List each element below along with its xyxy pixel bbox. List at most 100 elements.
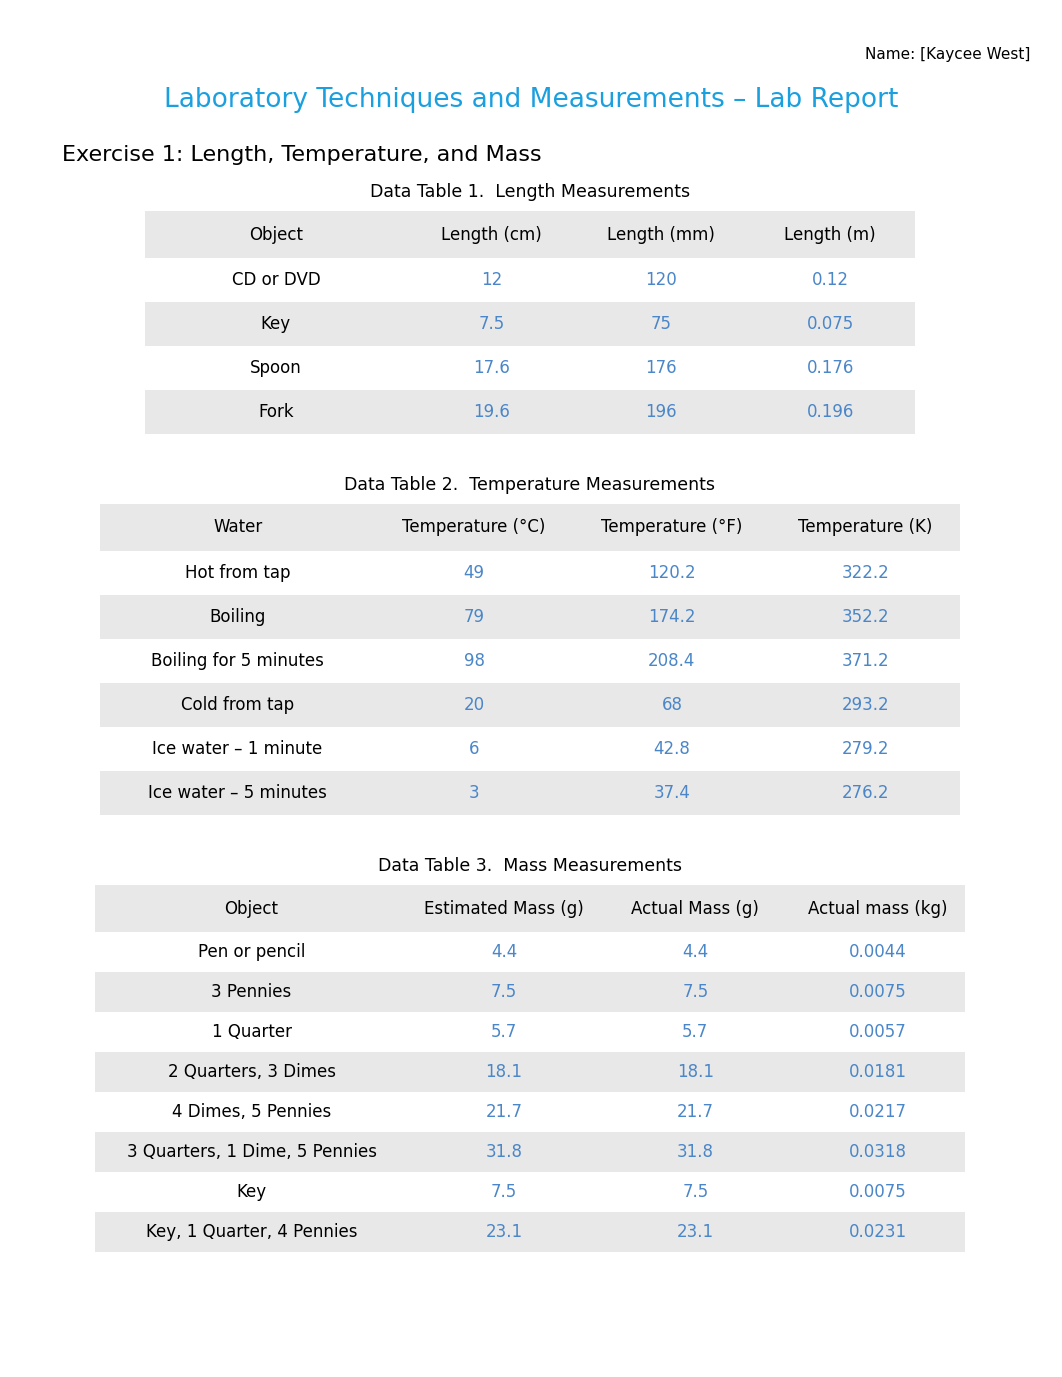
Bar [145, 346, 915, 390]
Bar [95, 972, 965, 1012]
Text: 18.1: 18.1 [485, 1063, 523, 1081]
Text: Water: Water [213, 519, 262, 537]
Text: 0.12: 0.12 [811, 271, 849, 289]
Text: Object: Object [249, 226, 303, 244]
Text: 3 Pennies: 3 Pennies [211, 983, 292, 1001]
Bar [95, 932, 965, 972]
Text: Temperature (°C): Temperature (°C) [402, 519, 546, 537]
Text: 7.5: 7.5 [478, 315, 504, 333]
Bar [95, 1172, 965, 1212]
Bar [145, 302, 915, 346]
Text: Spoon: Spoon [250, 359, 302, 377]
Text: 0.0318: 0.0318 [849, 1143, 907, 1161]
Bar [95, 1092, 965, 1132]
Bar [100, 504, 960, 551]
Text: 120: 120 [645, 271, 676, 289]
Text: Actual Mass (g): Actual Mass (g) [632, 899, 759, 917]
Text: Actual mass (kg): Actual mass (kg) [808, 899, 947, 917]
Text: Data Table 2.  Temperature Measurements: Data Table 2. Temperature Measurements [344, 476, 716, 494]
Text: 0.0075: 0.0075 [850, 983, 907, 1001]
Text: 7.5: 7.5 [682, 983, 708, 1001]
Bar [95, 1132, 965, 1172]
Text: 31.8: 31.8 [676, 1143, 714, 1161]
Text: 18.1: 18.1 [676, 1063, 714, 1081]
Text: 276.2: 276.2 [842, 784, 889, 801]
Text: 0.176: 0.176 [807, 359, 854, 377]
Text: 68: 68 [662, 695, 683, 715]
Bar [100, 595, 960, 639]
Text: Data Table 1.  Length Measurements: Data Table 1. Length Measurements [370, 183, 690, 201]
Text: 4 Dimes, 5 Pennies: 4 Dimes, 5 Pennies [172, 1103, 331, 1121]
Text: 49: 49 [464, 565, 484, 582]
Bar [95, 885, 965, 932]
Text: 37.4: 37.4 [653, 784, 690, 801]
Text: 7.5: 7.5 [491, 983, 517, 1001]
Text: 371.2: 371.2 [841, 651, 889, 671]
Text: 0.0057: 0.0057 [850, 1023, 907, 1041]
Text: Key: Key [237, 1183, 267, 1201]
Text: 208.4: 208.4 [648, 651, 696, 671]
Text: 176: 176 [645, 359, 676, 377]
Text: Length (m): Length (m) [785, 226, 876, 244]
Text: 3 Quarters, 1 Dime, 5 Pennies: 3 Quarters, 1 Dime, 5 Pennies [126, 1143, 377, 1161]
Bar [95, 1012, 965, 1052]
Text: Laboratory Techniques and Measurements – Lab Report: Laboratory Techniques and Measurements –… [164, 87, 898, 113]
Text: 21.7: 21.7 [485, 1103, 523, 1121]
Text: Object: Object [224, 899, 278, 917]
Text: Temperature (°F): Temperature (°F) [601, 519, 742, 537]
Text: 322.2: 322.2 [841, 565, 889, 582]
Text: 196: 196 [645, 403, 676, 421]
Text: 5.7: 5.7 [491, 1023, 517, 1041]
Text: 23.1: 23.1 [676, 1223, 714, 1241]
Text: 23.1: 23.1 [485, 1223, 523, 1241]
Bar [95, 885, 965, 1252]
Bar [145, 390, 915, 434]
Text: 0.075: 0.075 [807, 315, 854, 333]
Text: 0.196: 0.196 [807, 403, 854, 421]
Text: Ice water – 1 minute: Ice water – 1 minute [153, 739, 323, 757]
Text: Key: Key [261, 315, 291, 333]
Text: 279.2: 279.2 [842, 739, 889, 757]
Bar [145, 257, 915, 302]
Text: Exercise 1: Length, Temperature, and Mass: Exercise 1: Length, Temperature, and Mas… [62, 145, 542, 165]
Bar [100, 639, 960, 683]
Text: 12: 12 [481, 271, 502, 289]
Text: 0.0217: 0.0217 [849, 1103, 907, 1121]
Text: 19.6: 19.6 [473, 403, 510, 421]
Text: 21.7: 21.7 [676, 1103, 714, 1121]
Text: 31.8: 31.8 [485, 1143, 523, 1161]
Text: CD or DVD: CD or DVD [232, 271, 321, 289]
Text: 120.2: 120.2 [648, 565, 696, 582]
Text: Ice water – 5 minutes: Ice water – 5 minutes [149, 784, 327, 801]
Text: Cold from tap: Cold from tap [181, 695, 294, 715]
Text: 4.4: 4.4 [491, 943, 517, 961]
Text: 0.0044: 0.0044 [850, 943, 907, 961]
Text: 4.4: 4.4 [682, 943, 708, 961]
Text: Boiling for 5 minutes: Boiling for 5 minutes [151, 651, 324, 671]
Bar [145, 211, 915, 434]
Text: Hot from tap: Hot from tap [185, 565, 290, 582]
Text: 42.8: 42.8 [653, 739, 690, 757]
Text: 75: 75 [650, 315, 671, 333]
Text: Length (cm): Length (cm) [441, 226, 542, 244]
Text: 2 Quarters, 3 Dimes: 2 Quarters, 3 Dimes [168, 1063, 336, 1081]
Text: 7.5: 7.5 [682, 1183, 708, 1201]
Text: Name: [Kaycee West]: Name: [Kaycee West] [864, 47, 1030, 62]
Text: 1 Quarter: 1 Quarter [211, 1023, 292, 1041]
Text: 293.2: 293.2 [841, 695, 889, 715]
Bar [100, 727, 960, 771]
Bar [100, 683, 960, 727]
Text: 5.7: 5.7 [682, 1023, 708, 1041]
Text: Boiling: Boiling [209, 609, 266, 627]
Text: 0.0181: 0.0181 [849, 1063, 907, 1081]
Text: Data Table 3.  Mass Measurements: Data Table 3. Mass Measurements [378, 856, 682, 874]
Bar [100, 551, 960, 595]
Text: 0.0075: 0.0075 [850, 1183, 907, 1201]
Text: 17.6: 17.6 [473, 359, 510, 377]
Text: Key, 1 Quarter, 4 Pennies: Key, 1 Quarter, 4 Pennies [145, 1223, 357, 1241]
Text: Temperature (K): Temperature (K) [799, 519, 932, 537]
Text: Estimated Mass (g): Estimated Mass (g) [424, 899, 584, 917]
Text: 0.0231: 0.0231 [849, 1223, 907, 1241]
Text: 7.5: 7.5 [491, 1183, 517, 1201]
Bar [95, 1052, 965, 1092]
